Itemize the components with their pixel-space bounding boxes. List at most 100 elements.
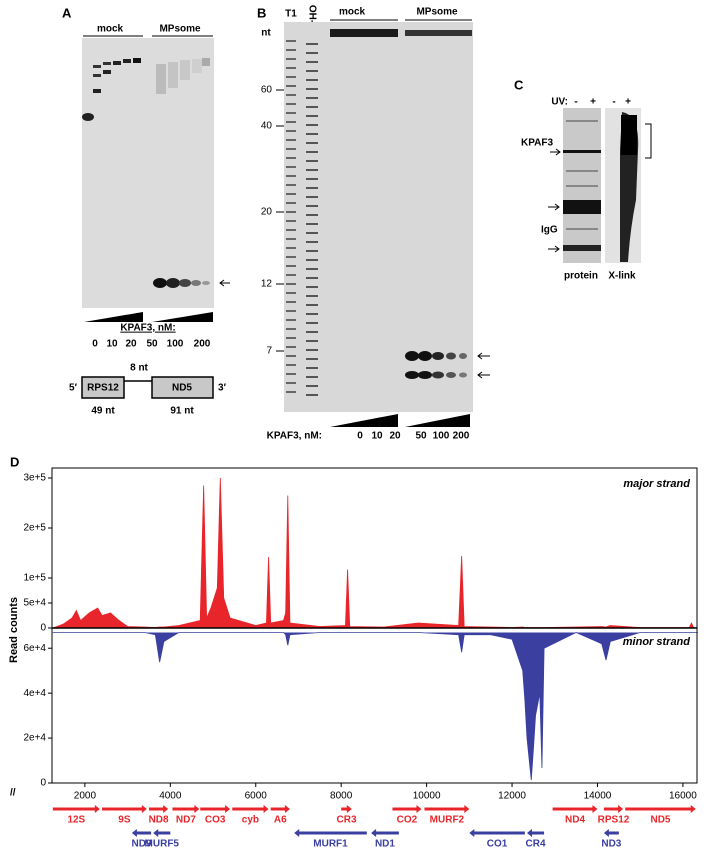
gene-arrow bbox=[52, 805, 100, 813]
gel-b bbox=[284, 22, 473, 412]
panel-label: C bbox=[514, 77, 524, 92]
conc-label: 20 bbox=[389, 431, 401, 442]
gene-arrow bbox=[469, 829, 525, 837]
x-tick-label: 2000 bbox=[74, 791, 97, 802]
gap-label: 8 nt bbox=[130, 363, 148, 374]
ladder-band bbox=[286, 229, 296, 231]
gene-label: CR3 bbox=[337, 815, 357, 826]
ladder-band bbox=[286, 292, 296, 294]
y2-tick-label: 2e+4 bbox=[23, 733, 46, 744]
gene-label: MURF5 bbox=[145, 839, 180, 850]
arrow bbox=[548, 148, 561, 253]
ladder-band bbox=[306, 115, 318, 117]
ladder-band bbox=[306, 331, 318, 333]
ladder-band bbox=[286, 85, 296, 87]
ladder-band bbox=[306, 61, 318, 63]
y-tick-label: 5e+4 bbox=[23, 598, 46, 609]
box-label: ND5 bbox=[172, 383, 192, 394]
wedge bbox=[84, 312, 143, 322]
ladder-band bbox=[286, 247, 296, 249]
ladder-band bbox=[286, 130, 296, 132]
ladder-band bbox=[306, 241, 318, 243]
gene-label: CO1 bbox=[487, 839, 508, 850]
conc-label: 0 bbox=[357, 431, 363, 442]
conc-label: 10 bbox=[106, 339, 118, 350]
ladder-band bbox=[286, 166, 296, 168]
uv-label: UV: bbox=[551, 97, 568, 108]
gene-label: CO2 bbox=[397, 815, 418, 826]
ladder-band bbox=[286, 157, 296, 159]
ladder-band bbox=[286, 184, 296, 186]
gene-label: ND1 bbox=[375, 839, 395, 850]
gene-arrow bbox=[172, 805, 200, 813]
gene-arrow bbox=[153, 829, 171, 837]
ladder-band bbox=[306, 322, 318, 324]
arrow bbox=[219, 279, 230, 287]
strand-area bbox=[52, 477, 698, 629]
band-label: IgG bbox=[541, 225, 558, 236]
ladder-band bbox=[306, 367, 318, 369]
series-label: minor strand bbox=[623, 636, 691, 648]
gene-label: ND3 bbox=[601, 839, 621, 850]
gene-arrow bbox=[552, 805, 598, 813]
ladder-band bbox=[306, 160, 318, 162]
gene-label: ND5 bbox=[650, 815, 670, 826]
ladder-band bbox=[286, 265, 296, 267]
plot-frame bbox=[51, 467, 698, 784]
ladder-band bbox=[286, 256, 296, 258]
end-label: 5′ bbox=[69, 383, 78, 394]
x-tick-label: 8000 bbox=[330, 791, 353, 802]
gene-label: ND4 bbox=[565, 815, 585, 826]
lane-label: X-link bbox=[608, 271, 636, 282]
wedge bbox=[152, 312, 213, 322]
ladder-band bbox=[306, 79, 318, 81]
conc-label: 100 bbox=[167, 339, 184, 350]
gene-arrow bbox=[392, 805, 422, 813]
construct-box bbox=[151, 376, 214, 399]
gene-arrow bbox=[131, 829, 152, 837]
marker-label: 12 bbox=[261, 279, 273, 290]
gene-arrow bbox=[294, 829, 367, 837]
x-tick-label: 16000 bbox=[669, 791, 697, 802]
gene-label: MURF1 bbox=[313, 839, 348, 850]
gene-label: MURF2 bbox=[430, 815, 465, 826]
x-tick-label: 10000 bbox=[413, 791, 441, 802]
lane-header: mock bbox=[97, 24, 124, 35]
lane-header: mock bbox=[339, 7, 366, 18]
gene-arrow bbox=[625, 805, 696, 813]
ladder-band bbox=[286, 202, 296, 204]
unit-label: nt bbox=[261, 28, 271, 39]
conc-label: 100 bbox=[433, 431, 450, 442]
ladder-band bbox=[286, 139, 296, 141]
gene-arrow bbox=[270, 805, 290, 813]
gene-label: cyb bbox=[242, 815, 259, 826]
ladder-band bbox=[306, 97, 318, 99]
lane-label: protein bbox=[564, 271, 598, 282]
ladder-band bbox=[306, 88, 318, 90]
ladder-band bbox=[286, 103, 296, 105]
construct-box bbox=[81, 376, 125, 399]
ladder-band bbox=[306, 223, 318, 225]
gene-label: RPS12 bbox=[598, 815, 630, 826]
conc-label: 20 bbox=[125, 339, 137, 350]
gene-label: 9S bbox=[118, 815, 131, 826]
conc-label: 50 bbox=[146, 339, 158, 350]
uv-sign: - bbox=[574, 97, 577, 108]
ladder-band bbox=[306, 385, 318, 387]
ladder-band bbox=[286, 94, 296, 96]
lane-header: MPsome bbox=[159, 24, 201, 35]
ladder-band bbox=[286, 121, 296, 123]
ladder-band bbox=[306, 349, 318, 351]
ladder-band bbox=[286, 355, 296, 357]
ladder-band bbox=[306, 151, 318, 153]
y-tick-label: 3e+5 bbox=[23, 473, 46, 484]
gene-arrow bbox=[424, 805, 470, 813]
axis-caption: KPAF3, nM: bbox=[120, 323, 175, 334]
ladder-band bbox=[306, 142, 318, 144]
gene-label: A6 bbox=[274, 815, 287, 826]
ladder-band bbox=[306, 124, 318, 126]
x-tick-label: 4000 bbox=[159, 791, 182, 802]
gene-arrow bbox=[526, 829, 545, 837]
axis-break: // bbox=[10, 788, 16, 799]
ladder-band bbox=[306, 268, 318, 270]
